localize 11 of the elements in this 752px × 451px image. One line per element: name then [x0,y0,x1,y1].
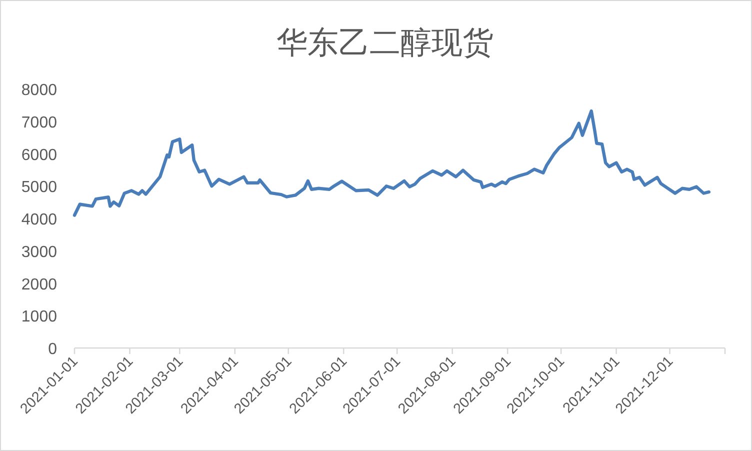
y-tick-label: 4000 [21,212,58,228]
line-series [72,109,711,217]
y-tick-label: 0 [48,341,58,358]
y-tick-label: 5000 [21,179,58,196]
y-tick-label: 3000 [21,244,58,261]
y-tick-label: 7000 [21,114,58,132]
chart-title: 华东乙二醇现货 [276,25,494,60]
y-tick-label: 8000 [21,82,58,99]
y-tick-label: 1000 [21,308,58,326]
y-tick-label: 2000 [21,276,58,294]
y-tick-label: 6000 [21,146,58,164]
